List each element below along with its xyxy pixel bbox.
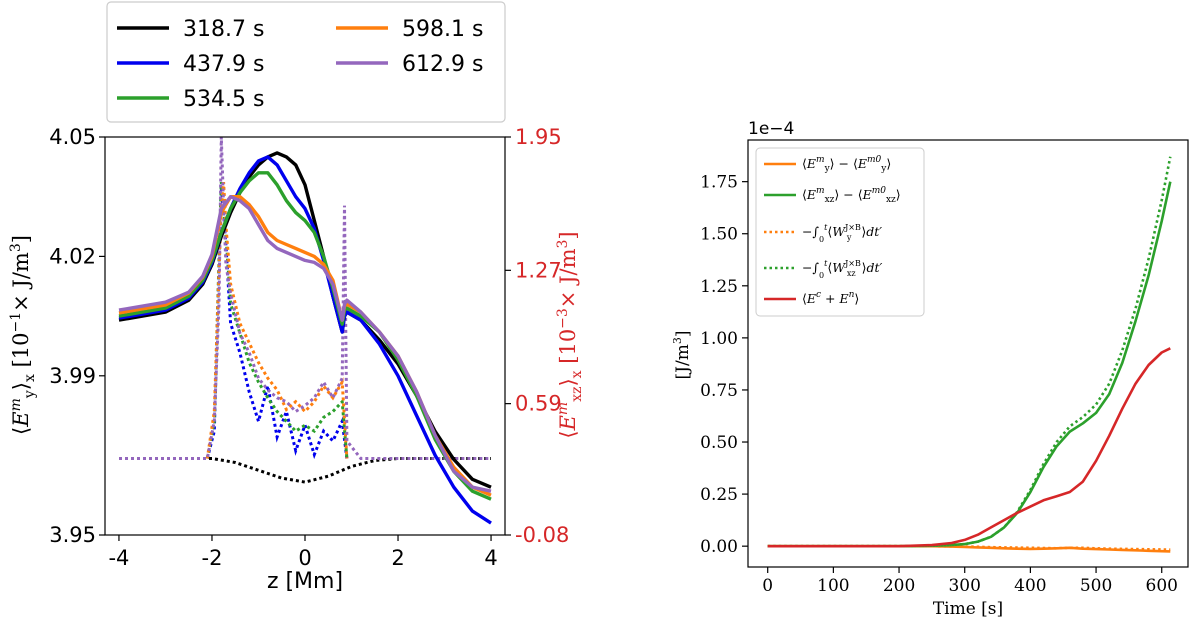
right-xtick-label: 0 — [762, 576, 773, 596]
right-ytick-label: 1.75 — [700, 173, 738, 193]
left-xtick-label: -2 — [202, 546, 223, 570]
legend-label-3: 534.5 s — [183, 87, 264, 112]
right-multiplier: 1e−4 — [748, 119, 794, 139]
right-ytick-label: 1.25 — [700, 277, 738, 297]
left-series-solid-5 — [118, 194, 492, 493]
right-xtick-label: 200 — [883, 576, 915, 596]
left-right-ytick-label: 0.59 — [515, 392, 562, 416]
right-xtick-label: 500 — [1080, 576, 1112, 596]
right-legend: ⟨Emy⟩ − ⟨Em0y⟩ ⟨Emxz⟩ − ⟨Em0xz⟩ −∫0t⟨WJ×… — [755, 147, 925, 317]
left-right-axis-label: ⟨Emxz⟩x [10−3× J/m3] — [555, 231, 585, 438]
legend-label-1: 318.7 s — [183, 17, 264, 42]
right-x-axis-label: Time [s] — [933, 599, 1003, 619]
right-legend-label-4: −∫0t⟨WJ×B xz ⟩dt′ — [802, 259, 883, 280]
left-xtick-label: -4 — [108, 546, 129, 570]
left-series-solid-3 — [118, 171, 492, 501]
left-xtick-label: 2 — [391, 546, 404, 570]
right-xtick-label: 400 — [1014, 576, 1046, 596]
left-series-dotted-5 — [119, 136, 491, 460]
left-right-ytick-label: 1.95 — [515, 125, 562, 149]
left-xtick-label: 0 — [298, 546, 311, 570]
right-series-5 — [767, 347, 1171, 548]
right-y-axis-label: [J/m3] — [671, 331, 693, 380]
right-xtick-label: 100 — [817, 576, 849, 596]
right-ytick-label: 0.50 — [700, 433, 738, 453]
right-legend-box — [755, 147, 925, 317]
left-y-axis-label: ⟨Emy⟩x [10−1× J/m3] — [8, 235, 38, 435]
right-ytick-label: 1.00 — [700, 329, 738, 349]
left-ticks: -4 -2 0 2 4 3.95 3.99 4.02 4.05 -0.08 0.59 1.27 1.95 — [49, 125, 569, 570]
right-legend-label-2: ⟨Emxz⟩ − ⟨Em0xz⟩ — [802, 186, 901, 205]
left-chart: -4 -2 0 2 4 3.95 3.99 4.02 4.05 -0.08 0.59 1.27 1.95… — [8, 1, 585, 594]
legend-box — [106, 1, 506, 123]
right-plot-frame — [747, 139, 1189, 568]
right-xtick-label: 600 — [1146, 576, 1178, 596]
left-series-solid-4 — [118, 194, 492, 497]
left-right-ytick-label: -0.08 — [515, 523, 569, 547]
right-chart: 0 100 200 300 400 500 600 0.00 0.25 0.50 0.75 1.00 1… — [671, 119, 1189, 619]
left-right-ytick-label: 1.27 — [515, 258, 562, 282]
right-ytick-label: 0.75 — [700, 381, 738, 401]
left-ytick-label: 4.05 — [49, 125, 96, 149]
left-x-axis-label: z [Mm] — [267, 569, 343, 594]
left-legend: 318.7 s 437.9 s 534.5 s 598.1 s 612.9 s — [106, 1, 506, 123]
right-legend-label-3: −∫0t⟨WJ×B y ⟩dt′ — [802, 223, 882, 244]
right-lines — [767, 156, 1172, 553]
left-ytick-label: 3.95 — [49, 523, 96, 547]
right-xtick-label: 300 — [948, 576, 980, 596]
right-ticks: 0 100 200 300 400 500 600 0.00 0.25 0.50 0.75 1.00 1… — [700, 173, 1178, 596]
right-ytick-label: 0.00 — [700, 537, 738, 557]
legend-label-4: 598.1 s — [402, 17, 483, 42]
legend-entries: 318.7 s 437.9 s 534.5 s 598.1 s 612.9 s — [117, 17, 483, 112]
right-ytick-label: 1.50 — [700, 225, 738, 245]
legend-label-2: 437.9 s — [183, 52, 264, 77]
legend-label-5: 612.9 s — [402, 52, 483, 77]
right-ytick-label: 0.25 — [700, 485, 738, 505]
right-legend-label-5: ⟨Ec + En⟩ — [802, 290, 859, 306]
left-ytick-label: 4.02 — [49, 244, 96, 268]
left-ytick-label: 3.99 — [49, 364, 96, 388]
left-series-dotted-4 — [205, 181, 349, 459]
left-series-dotted-1 — [119, 457, 491, 484]
left-xtick-label: 4 — [484, 546, 497, 570]
left-series-dotted-3 — [205, 181, 349, 459]
left-series-solid-2 — [118, 155, 492, 525]
right-legend-label-1: ⟨Emy⟩ − ⟨Em0y⟩ — [802, 155, 891, 174]
left-plot-clip-group — [118, 136, 492, 525]
